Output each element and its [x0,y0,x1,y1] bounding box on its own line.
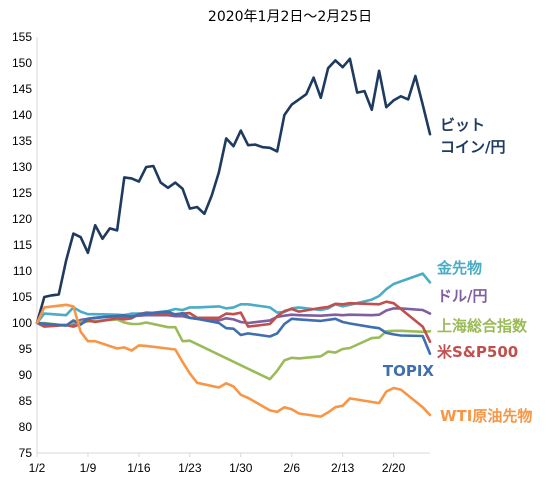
y-tick-label: 130 [12,160,32,174]
x-axis: 1/2 1/9 1/16 1/23 1/30 2/6 2/13 2/20 [29,452,430,475]
series-line [35,272,432,325]
y-tick-label: 115 [13,238,32,252]
series-lines [35,57,432,418]
series-label: コイン/円 [440,138,505,156]
y-tick-label: 155 [12,30,32,44]
y-tick-label: 120 [12,212,32,226]
series-line [35,310,432,356]
series-label: 金先物 [436,259,482,277]
series-label: ドル/円 [437,287,487,305]
series-line [35,300,432,344]
x-tick-label: 1/16 [127,461,151,475]
x-tick-label: 1/30 [229,461,253,475]
series-line [35,303,432,418]
series-label: WTI原油先物 [440,407,532,425]
y-tick-label: 135 [12,134,32,148]
x-tick-label: 1/9 [80,461,97,475]
y-tick-label: 75 [19,446,33,460]
series-line [35,57,432,325]
x-tick-label: 2/6 [283,461,300,475]
y-tick-label: 125 [12,186,32,200]
x-tick-label: 1/2 [29,461,46,475]
x-tick-label: 2/20 [382,461,406,475]
series-label: TOPIX [383,362,435,380]
y-tick-label: 110 [13,264,32,278]
x-tick-label: 1/23 [178,461,202,475]
y-tick-label: 150 [12,56,32,70]
series-label: 上海総合指数 [437,317,528,335]
chart-title: 2020年1月2日～2月25日 [208,9,372,25]
x-tick-label: 2/13 [331,461,355,475]
y-tick-label: 140 [12,108,32,122]
y-tick-label: 145 [12,82,32,96]
y-tick-label: 105 [12,290,32,304]
series-label: 米S&P500 [437,343,518,361]
y-axis: 75 80 85 90 95 100 105 110 115 120 125 130 135 140 145… [12,30,38,460]
y-tick-label: 90 [19,368,33,382]
y-tick-label: 95 [19,342,33,356]
y-tick-label: 100 [12,316,32,330]
y-tick-label: 85 [19,394,33,408]
series-label: ビット [440,116,485,134]
y-tick-label: 80 [19,420,33,434]
